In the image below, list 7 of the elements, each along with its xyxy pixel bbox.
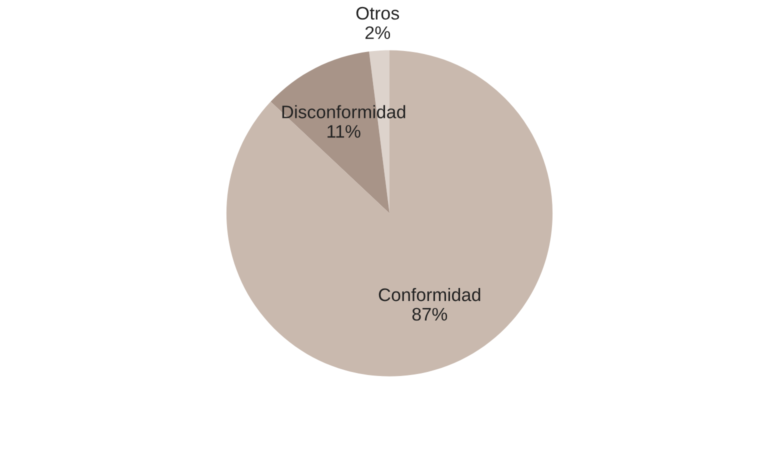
slice-label: Conformidad bbox=[378, 288, 480, 302]
slice-label: Disconformidad bbox=[282, 105, 406, 118]
data-label: 11% bbox=[328, 125, 360, 138]
pie-slice bbox=[226, 50, 553, 376]
slice-label: Otros bbox=[356, 6, 400, 20]
data-label: 2% bbox=[365, 26, 390, 40]
data-label: 87% bbox=[412, 308, 448, 321]
